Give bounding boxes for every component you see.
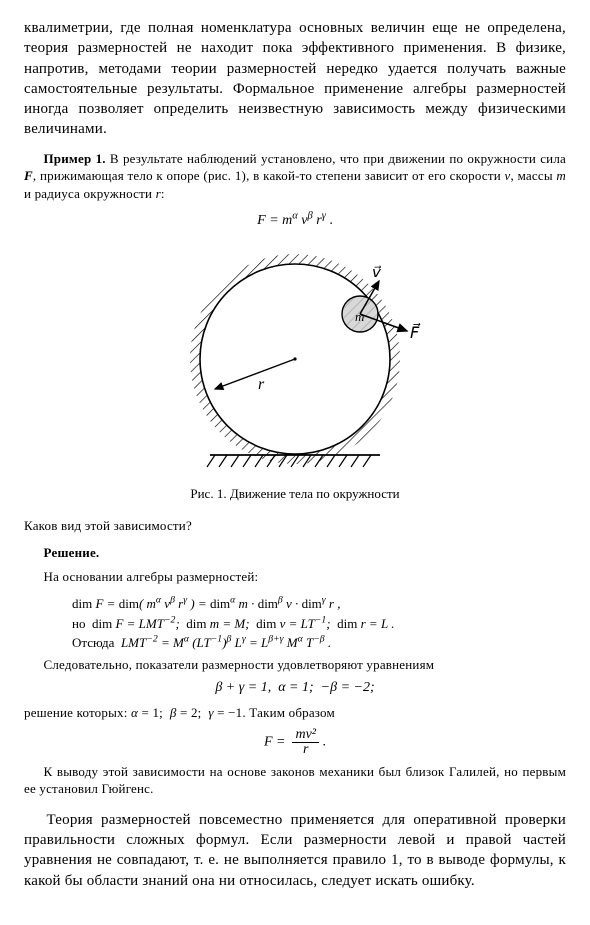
example-paragraph: Пример 1. В результате наблюдений устано… (24, 150, 566, 203)
solution-intro: На основании алгебры размерностей: (24, 568, 566, 586)
eq2-prefix: но (72, 616, 89, 631)
figure-label-v: v⃗ (372, 265, 382, 281)
example-text-5: : (161, 186, 165, 201)
example-text-1: В результате наблюдений установлено, что… (106, 151, 566, 166)
question: Каков вид этой зависимости? (24, 517, 566, 535)
figure-label-f: F⃗ (410, 322, 421, 342)
result-num: mv² (292, 728, 319, 743)
closing-paragraph: Теория размерностей повсеместно применяе… (24, 810, 566, 891)
main-formula: F = mα vβ rγ . (24, 212, 566, 231)
history-paragraph: К выводу этой зависимости на основе зако… (24, 763, 566, 798)
example-text-4: и радиуса окружности (24, 186, 156, 201)
m-symbol: m (556, 168, 566, 183)
example-text-3: , массы (511, 168, 557, 183)
result-tail: . (323, 735, 327, 750)
solution-label: Решение. (24, 544, 566, 562)
example-text-2: , прижимающая тело к опоре (рис. 1), в к… (33, 168, 505, 183)
figure-label-r: r (258, 376, 265, 393)
force-symbol: F (24, 168, 33, 183)
equation-4: β + γ = 1, α = 1; −β = −2; (24, 679, 566, 698)
equation-2: но dim F = LMT−2; dim m = M; dim v = LT−… (72, 615, 566, 633)
intro-paragraph: квалиметрии, где полная номенклатура осн… (24, 18, 566, 140)
figure-label-m: m (355, 309, 364, 324)
solution-para-1: Следовательно, показатели размерности уд… (24, 656, 566, 674)
formula-text: F = mα vβ rγ . (257, 213, 333, 228)
solution-para-2: решение которых: α = 1; β = 2; γ = −1. Т… (24, 704, 566, 722)
equation-3: Отсюда LMT−2 = Mα (LT−1)β Lγ = Lβ+γ Mα T… (72, 634, 566, 652)
result-lhs: F = (264, 735, 286, 750)
example-label: Пример 1. (44, 151, 106, 166)
eq3-prefix: Отсюда (72, 635, 118, 650)
result-den: r (292, 743, 319, 757)
figure-caption: Рис. 1. Движение тела по окружности (165, 485, 425, 503)
equation-1: dim F = dim( mα vβ rγ ) = dimα m · dimβ … (72, 595, 566, 613)
figure-svg: r m v⃗ F⃗ (155, 239, 435, 479)
figure-1: r m v⃗ F⃗ (24, 239, 566, 479)
sol-para2-prefix: решение которых: (24, 705, 131, 720)
result-formula: F = mv² r . (24, 728, 566, 757)
